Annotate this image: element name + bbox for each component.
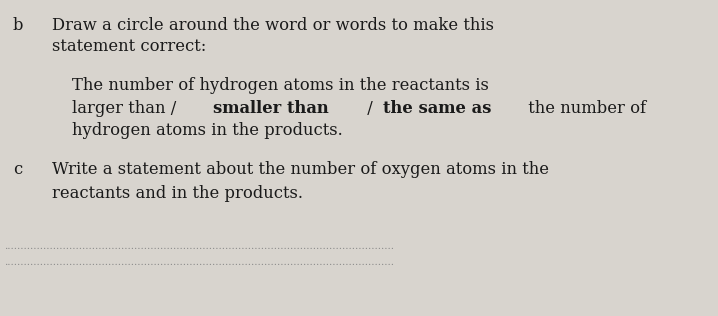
Text: the number of: the number of [523,100,646,117]
Text: /: / [363,100,378,117]
Text: ................................................................................: ........................................… [4,242,393,251]
Text: larger than /: larger than / [72,100,182,117]
Text: ................................................................................: ........................................… [4,258,393,266]
Text: The number of hydrogen atoms in the reactants is: The number of hydrogen atoms in the reac… [72,77,489,94]
Text: the same as: the same as [383,100,491,117]
Text: b: b [13,17,24,34]
Text: Write a statement about the number of oxygen atoms in the: Write a statement about the number of ox… [52,161,549,178]
Text: hydrogen atoms in the products.: hydrogen atoms in the products. [72,122,342,139]
Text: statement correct:: statement correct: [52,38,206,55]
Text: reactants and in the products.: reactants and in the products. [52,185,303,202]
Text: Draw a circle around the word or words to make this: Draw a circle around the word or words t… [52,17,494,34]
Text: smaller than: smaller than [213,100,329,117]
Text: c: c [13,161,22,178]
